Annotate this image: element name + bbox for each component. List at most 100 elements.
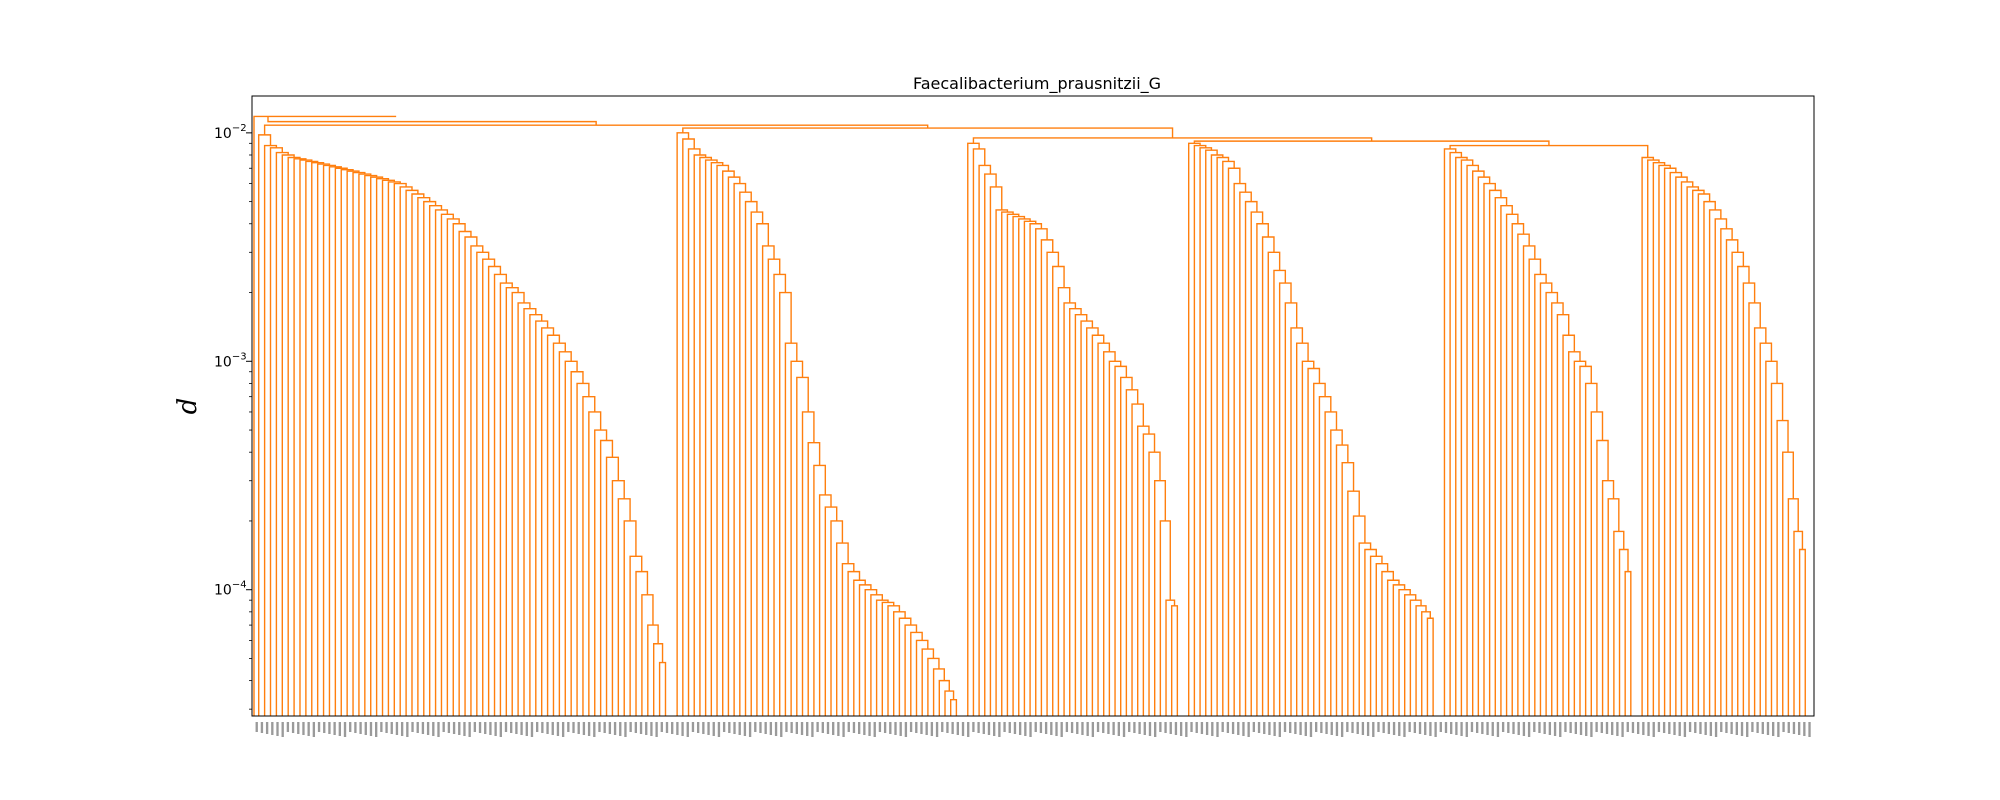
leaf-label-mark bbox=[1595, 722, 1598, 732]
leaf-label-mark bbox=[1231, 722, 1235, 734]
dendrogram-link bbox=[1381, 570, 1395, 716]
leaf-label-mark bbox=[395, 722, 399, 735]
leaf-label-mark bbox=[826, 722, 830, 734]
leaf-label-mark bbox=[1356, 722, 1359, 734]
leaf-label-mark bbox=[733, 722, 736, 734]
leaf-label-mark bbox=[977, 722, 980, 733]
leaf-label-mark bbox=[291, 722, 295, 733]
leaf-label-mark bbox=[1309, 722, 1313, 737]
leaf-label-mark bbox=[1496, 722, 1500, 737]
leaf-label-mark bbox=[1185, 722, 1188, 737]
leaf-label-mark bbox=[385, 722, 388, 733]
leaf-label-mark bbox=[1060, 722, 1063, 737]
leaf-label-mark bbox=[1387, 722, 1391, 734]
dendrogram-link bbox=[1324, 411, 1338, 716]
leaf-label-mark bbox=[1553, 722, 1557, 736]
leaf-label-mark bbox=[1626, 722, 1629, 732]
leaf-label-mark bbox=[1154, 722, 1157, 737]
dendrogram-link bbox=[1562, 334, 1576, 716]
leaf-label-mark bbox=[1330, 722, 1333, 735]
dendrogram-link bbox=[1040, 239, 1054, 716]
leaf-label-mark bbox=[1164, 722, 1167, 733]
leaf-label-mark bbox=[1735, 722, 1738, 735]
dendrogram-link bbox=[293, 158, 307, 716]
leaf-label-mark bbox=[1029, 722, 1032, 737]
leaf-label-mark bbox=[1050, 722, 1053, 735]
leaf-label-mark bbox=[1455, 722, 1458, 735]
leaf-label-mark bbox=[541, 722, 544, 733]
dendrogram-link bbox=[1012, 215, 1026, 716]
dendrogram-link bbox=[505, 286, 519, 716]
dendrogram-link bbox=[1227, 167, 1241, 716]
leaf-label-mark bbox=[1091, 722, 1095, 737]
dendrogram-link bbox=[499, 282, 513, 716]
leaf-label-mark bbox=[598, 722, 601, 732]
dendrogram-link bbox=[546, 334, 561, 716]
leaf-label-mark bbox=[546, 722, 549, 734]
leaf-label-mark bbox=[1122, 722, 1126, 737]
leaf-label-mark bbox=[302, 722, 305, 735]
dendrogram-link bbox=[1798, 548, 1806, 716]
dendrogram-link bbox=[984, 173, 997, 716]
dendrogram-link bbox=[1675, 176, 1688, 716]
dendrogram-link bbox=[1114, 365, 1128, 716]
dendrogram-link bbox=[801, 411, 815, 716]
dendrogram-link bbox=[1137, 425, 1150, 716]
dendrogram-link bbox=[1364, 548, 1377, 716]
leaf-label-mark bbox=[1543, 722, 1546, 734]
dendrogram-link bbox=[1210, 154, 1224, 716]
leaf-label-mark bbox=[525, 722, 528, 736]
leaf-label-mark bbox=[312, 722, 316, 737]
dendrogram-link bbox=[693, 154, 707, 716]
leaf-label-mark bbox=[1128, 722, 1131, 732]
leaf-label-mark bbox=[645, 722, 648, 735]
dendrogram-link bbox=[405, 189, 419, 716]
leaf-label-mark bbox=[1501, 722, 1505, 732]
leaf-label-mark bbox=[1782, 722, 1785, 732]
dendrogram-link bbox=[263, 124, 929, 135]
leaf-label-mark bbox=[411, 722, 414, 732]
leaf-label-mark bbox=[1346, 722, 1349, 732]
leaf-label-mark bbox=[1413, 722, 1417, 733]
leaf-label-mark bbox=[1465, 722, 1468, 737]
leaf-label-mark bbox=[946, 722, 949, 733]
leaf-label-mark bbox=[1174, 722, 1178, 735]
leaf-label-mark bbox=[535, 722, 539, 732]
leaf-label-mark bbox=[1527, 722, 1531, 737]
leaf-label-mark bbox=[1065, 722, 1069, 732]
leaf-label-mark bbox=[1631, 722, 1635, 733]
leaf-label-mark bbox=[1694, 722, 1697, 733]
leaf-label-mark bbox=[1517, 722, 1520, 735]
leaf-label-mark bbox=[1772, 722, 1775, 736]
leaf-label-mark bbox=[1252, 722, 1256, 732]
leaf-label-mark bbox=[1024, 722, 1027, 736]
leaf-label-mark bbox=[774, 722, 778, 736]
leaf-label-mark bbox=[432, 722, 435, 736]
leaf-label-mark bbox=[717, 722, 721, 737]
leaf-label-mark bbox=[281, 722, 284, 737]
leaf-label-mark bbox=[935, 722, 939, 737]
dendrogram-link bbox=[1001, 211, 1014, 716]
leaf-label-mark bbox=[1377, 722, 1380, 732]
leaf-label-mark bbox=[1294, 722, 1297, 734]
leaf-label-mark bbox=[1579, 722, 1583, 735]
leaf-label-mark bbox=[842, 722, 845, 737]
leaf-label-mark bbox=[1190, 722, 1193, 732]
dendrogram-links bbox=[253, 115, 1806, 716]
dendrogram-link bbox=[972, 148, 986, 716]
leaf-label-mark bbox=[1117, 722, 1120, 736]
leaf-label-mark bbox=[421, 722, 425, 734]
dendrogram-link bbox=[370, 176, 384, 716]
dendrogram-link bbox=[1193, 140, 1550, 146]
leaf-label-mark bbox=[1730, 722, 1733, 734]
leaf-label-mark bbox=[1683, 722, 1687, 737]
leaf-label-mark bbox=[665, 722, 669, 733]
leaf-label-mark bbox=[328, 722, 331, 734]
leaf-label-mark bbox=[1008, 722, 1011, 733]
leaf-label-mark bbox=[1450, 722, 1453, 734]
dendrogram-link bbox=[1250, 211, 1264, 716]
dendrogram-link bbox=[1205, 149, 1218, 716]
leaf-label-mark bbox=[681, 722, 684, 736]
leaf-label-mark bbox=[255, 722, 258, 732]
leaf-label-mark bbox=[629, 722, 632, 732]
